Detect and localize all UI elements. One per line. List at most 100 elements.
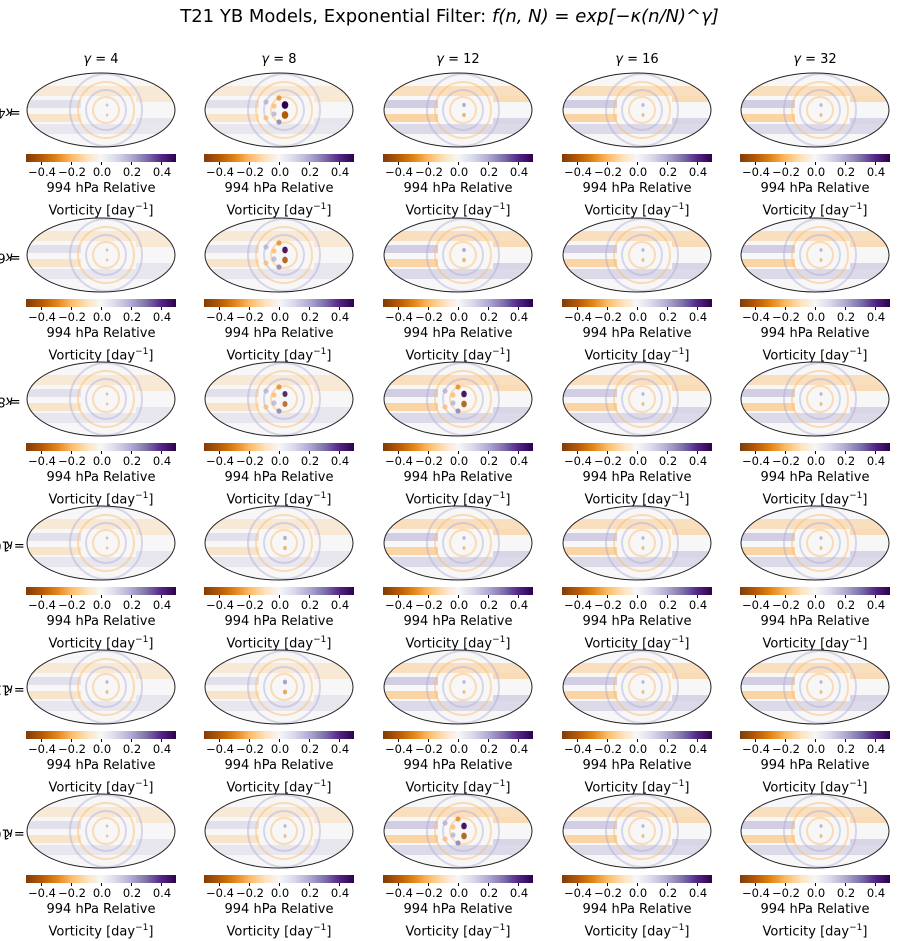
vorticity-band-negative: [205, 403, 259, 411]
colorbar-tick-label: −0.4: [742, 598, 770, 612]
colorbar-tick: [697, 451, 698, 454]
vorticity-band-negative: [384, 519, 532, 529]
colorbar-label: 994 hPa Relative Vorticity [day−1]: [738, 180, 892, 220]
map-outline: [204, 72, 354, 148]
colorbar-label: 994 hPa Relative Vorticity [day−1]: [381, 469, 535, 509]
vorticity-ring: [426, 650, 500, 724]
colorbar-label-unit: Vorticity [day: [762, 636, 850, 652]
dipole-positive-lobe: [641, 392, 645, 396]
colorbar-tick: [697, 883, 698, 886]
map-outline: [204, 505, 354, 581]
vorticity-ring: [628, 385, 656, 413]
colorbar-label-unit: Vorticity [day: [584, 492, 672, 508]
colorbar-label-line1: 994 hPa Relative: [403, 470, 513, 485]
colorbar-tick-label: −0.2: [58, 598, 86, 612]
vorticity-ring: [442, 234, 484, 276]
vorticity-band-negative: [563, 86, 711, 96]
colorbar-label-unit: Vorticity [day: [762, 924, 850, 940]
vorticity-ring: [806, 673, 834, 701]
colorbar-label-line1: 994 hPa Relative: [403, 614, 513, 629]
colorbar: [26, 154, 176, 162]
vorticity-blob: [442, 820, 448, 826]
colorbar: [562, 443, 712, 451]
colorbar-label-close: ]: [684, 348, 690, 364]
vorticity-ring: [613, 226, 671, 284]
colorbar-tick-label: −0.2: [594, 598, 622, 612]
colorbar-tick-label: 0.0: [628, 310, 648, 324]
colorbar-tick: [279, 883, 280, 886]
dipole-negative-lobe: [461, 832, 467, 840]
colorbar-label-line2: Vorticity [day−1]: [381, 775, 535, 797]
dipole-positive-lobe: [462, 102, 466, 108]
colorbar-tick-label: −0.4: [564, 454, 592, 468]
map-panel: −0.4 −0.2 0.0 0.2 0.4 994 hPa Relative Vortici…: [202, 505, 356, 651]
colorbar-tick-label: −0.4: [206, 165, 234, 179]
vorticity-ring: [263, 234, 305, 276]
vorticity-blob: [276, 240, 282, 246]
colorbar-label-close: ]: [684, 780, 690, 796]
colorbar-tick: [667, 451, 668, 454]
colorbar-label-line2: Vorticity [day−1]: [738, 487, 892, 509]
colorbar-tick-label: 0.0: [628, 165, 648, 179]
vorticity-band-positive: [741, 557, 889, 567]
vorticity-band-positive: [672, 407, 711, 413]
colorbar-tick-label: −0.4: [206, 598, 234, 612]
colorbar: [383, 154, 533, 162]
colorbar-label: 994 hPa Relative Vorticity [day−1]: [381, 613, 535, 653]
map-outline: [383, 505, 533, 581]
colorbar-tick-label: 0.4: [509, 886, 529, 900]
vorticity-ring: [605, 794, 679, 868]
colorbar-label-close: ]: [148, 924, 154, 940]
column-title-value: = 8: [269, 52, 297, 67]
colorbar-tick: [428, 162, 429, 165]
colorbar-label-unit: Vorticity [day: [405, 203, 493, 219]
vorticity-blob: [450, 832, 456, 838]
vorticity-band-negative: [136, 529, 175, 535]
vorticity-blob: [271, 111, 277, 117]
colorbar-tick-label: 0.0: [92, 886, 112, 900]
vorticity-ring: [69, 362, 143, 436]
map-outline: [26, 505, 176, 581]
map-panel: −0.4 −0.2 0.0 0.2 0.4 994 hPa Relative Vortici…: [381, 72, 535, 218]
colorbar-label-close: ]: [148, 492, 154, 508]
vorticity-band-negative: [384, 663, 532, 673]
colorbar: [26, 443, 176, 451]
colorbar-tick-label: 0.4: [688, 886, 708, 900]
vorticity-ring: [263, 810, 305, 852]
vorticity-ring: [613, 802, 671, 860]
colorbar-tick: [845, 451, 846, 454]
colorbar-tick: [637, 739, 638, 742]
colorbar-tick: [339, 739, 340, 742]
colorbar-label-close: ]: [148, 348, 154, 364]
dipole-positive-lobe: [283, 824, 287, 828]
map-outline: [562, 217, 712, 293]
colorbar-label-line1: 994 hPa Relative: [46, 470, 156, 485]
colorbar-tick-label: 0.2: [836, 886, 856, 900]
column-title-value: = 4: [91, 52, 119, 67]
vorticity-band-positive: [384, 701, 532, 711]
vorticity-blob: [271, 400, 277, 406]
colorbar: [740, 731, 890, 739]
vorticity-band-positive: [314, 839, 353, 845]
colorbar-label-unit: Vorticity [day: [48, 492, 136, 508]
colorbar-label-exponent: −1: [849, 491, 863, 501]
colorbar-tick-label: −0.4: [206, 742, 234, 756]
colorbar-label-exponent: −1: [671, 635, 685, 645]
colorbar-tick: [309, 162, 310, 165]
colorbar-label-line2: Vorticity [day−1]: [381, 631, 535, 653]
vorticity-ring: [426, 794, 500, 868]
vorticity-band-negative: [136, 241, 175, 247]
colorbar-tick: [458, 595, 459, 598]
colorbar-label-line1: 994 hPa Relative: [760, 614, 870, 629]
column-title-symbol: γ: [793, 52, 801, 67]
map-panel: −0.4 −0.2 0.0 0.2 0.4 994 hPa Relative Vortici…: [202, 793, 356, 939]
vorticity-ring: [783, 73, 857, 147]
mollweide-map: [740, 649, 890, 725]
colorbar-tick: [815, 307, 816, 310]
map-background: [384, 73, 532, 147]
vorticity-band-negative: [314, 96, 353, 102]
colorbar-label-line2: Vorticity [day−1]: [738, 775, 892, 797]
vorticity-ring: [613, 81, 671, 139]
vorticity-ring: [791, 81, 849, 139]
colorbar-label: 994 hPa Relative Vorticity [day−1]: [381, 901, 535, 941]
